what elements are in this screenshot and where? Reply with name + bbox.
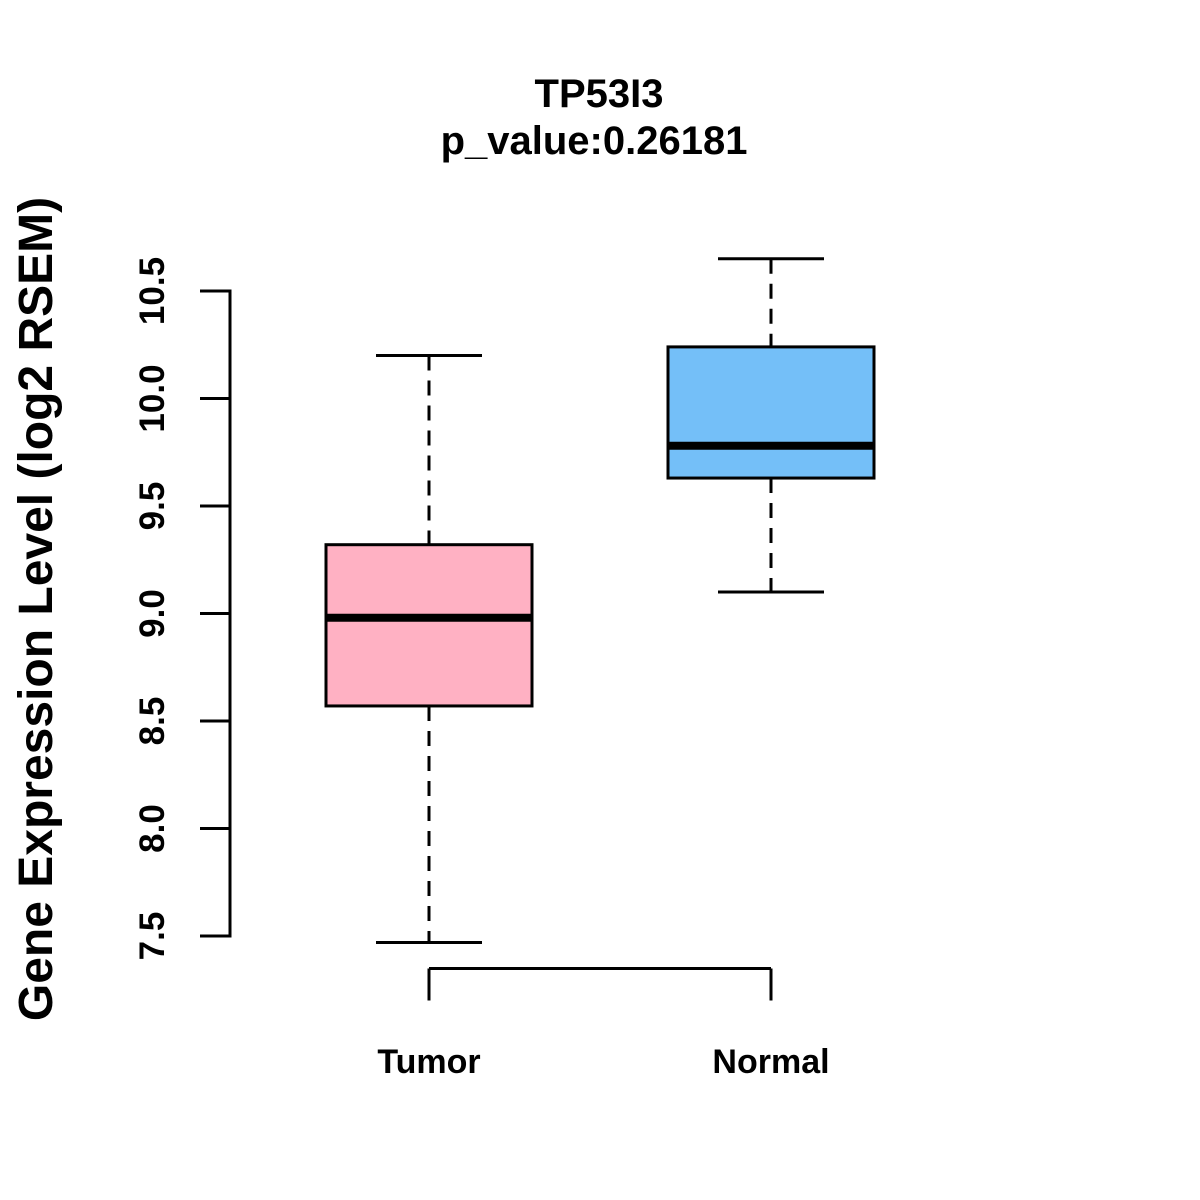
y-tick-label: 10.0 [133, 364, 172, 432]
chart-title-pvalue: p_value:0.26181 [441, 119, 748, 163]
x-category-label-tumor: Tumor [377, 1043, 480, 1081]
boxplot-normal [666, 257, 876, 594]
boxplot-series [324, 257, 876, 944]
y-axis-label: Gene Expression Level (log2 RSEM) [10, 197, 63, 1021]
chart-title-gene: TP53I3 [535, 72, 664, 116]
y-tick-label: 9.0 [133, 589, 172, 638]
iqr-box [666, 345, 876, 480]
y-tick-label: 9.5 [133, 482, 172, 531]
y-tick-label: 7.5 [133, 912, 172, 961]
boxplot-tumor [324, 354, 534, 944]
y-tick-label: 10.5 [133, 257, 172, 325]
y-tick-label: 8.0 [133, 804, 172, 853]
y-tick-label: 8.5 [133, 697, 172, 746]
iqr-box [324, 543, 534, 708]
x-category-label-normal: Normal [712, 1043, 829, 1081]
x-axis: Tumor Normal [377, 967, 830, 1081]
y-axis: 7.5 8.0 8.5 9.0 9.5 10.0 10.5 [133, 257, 232, 961]
